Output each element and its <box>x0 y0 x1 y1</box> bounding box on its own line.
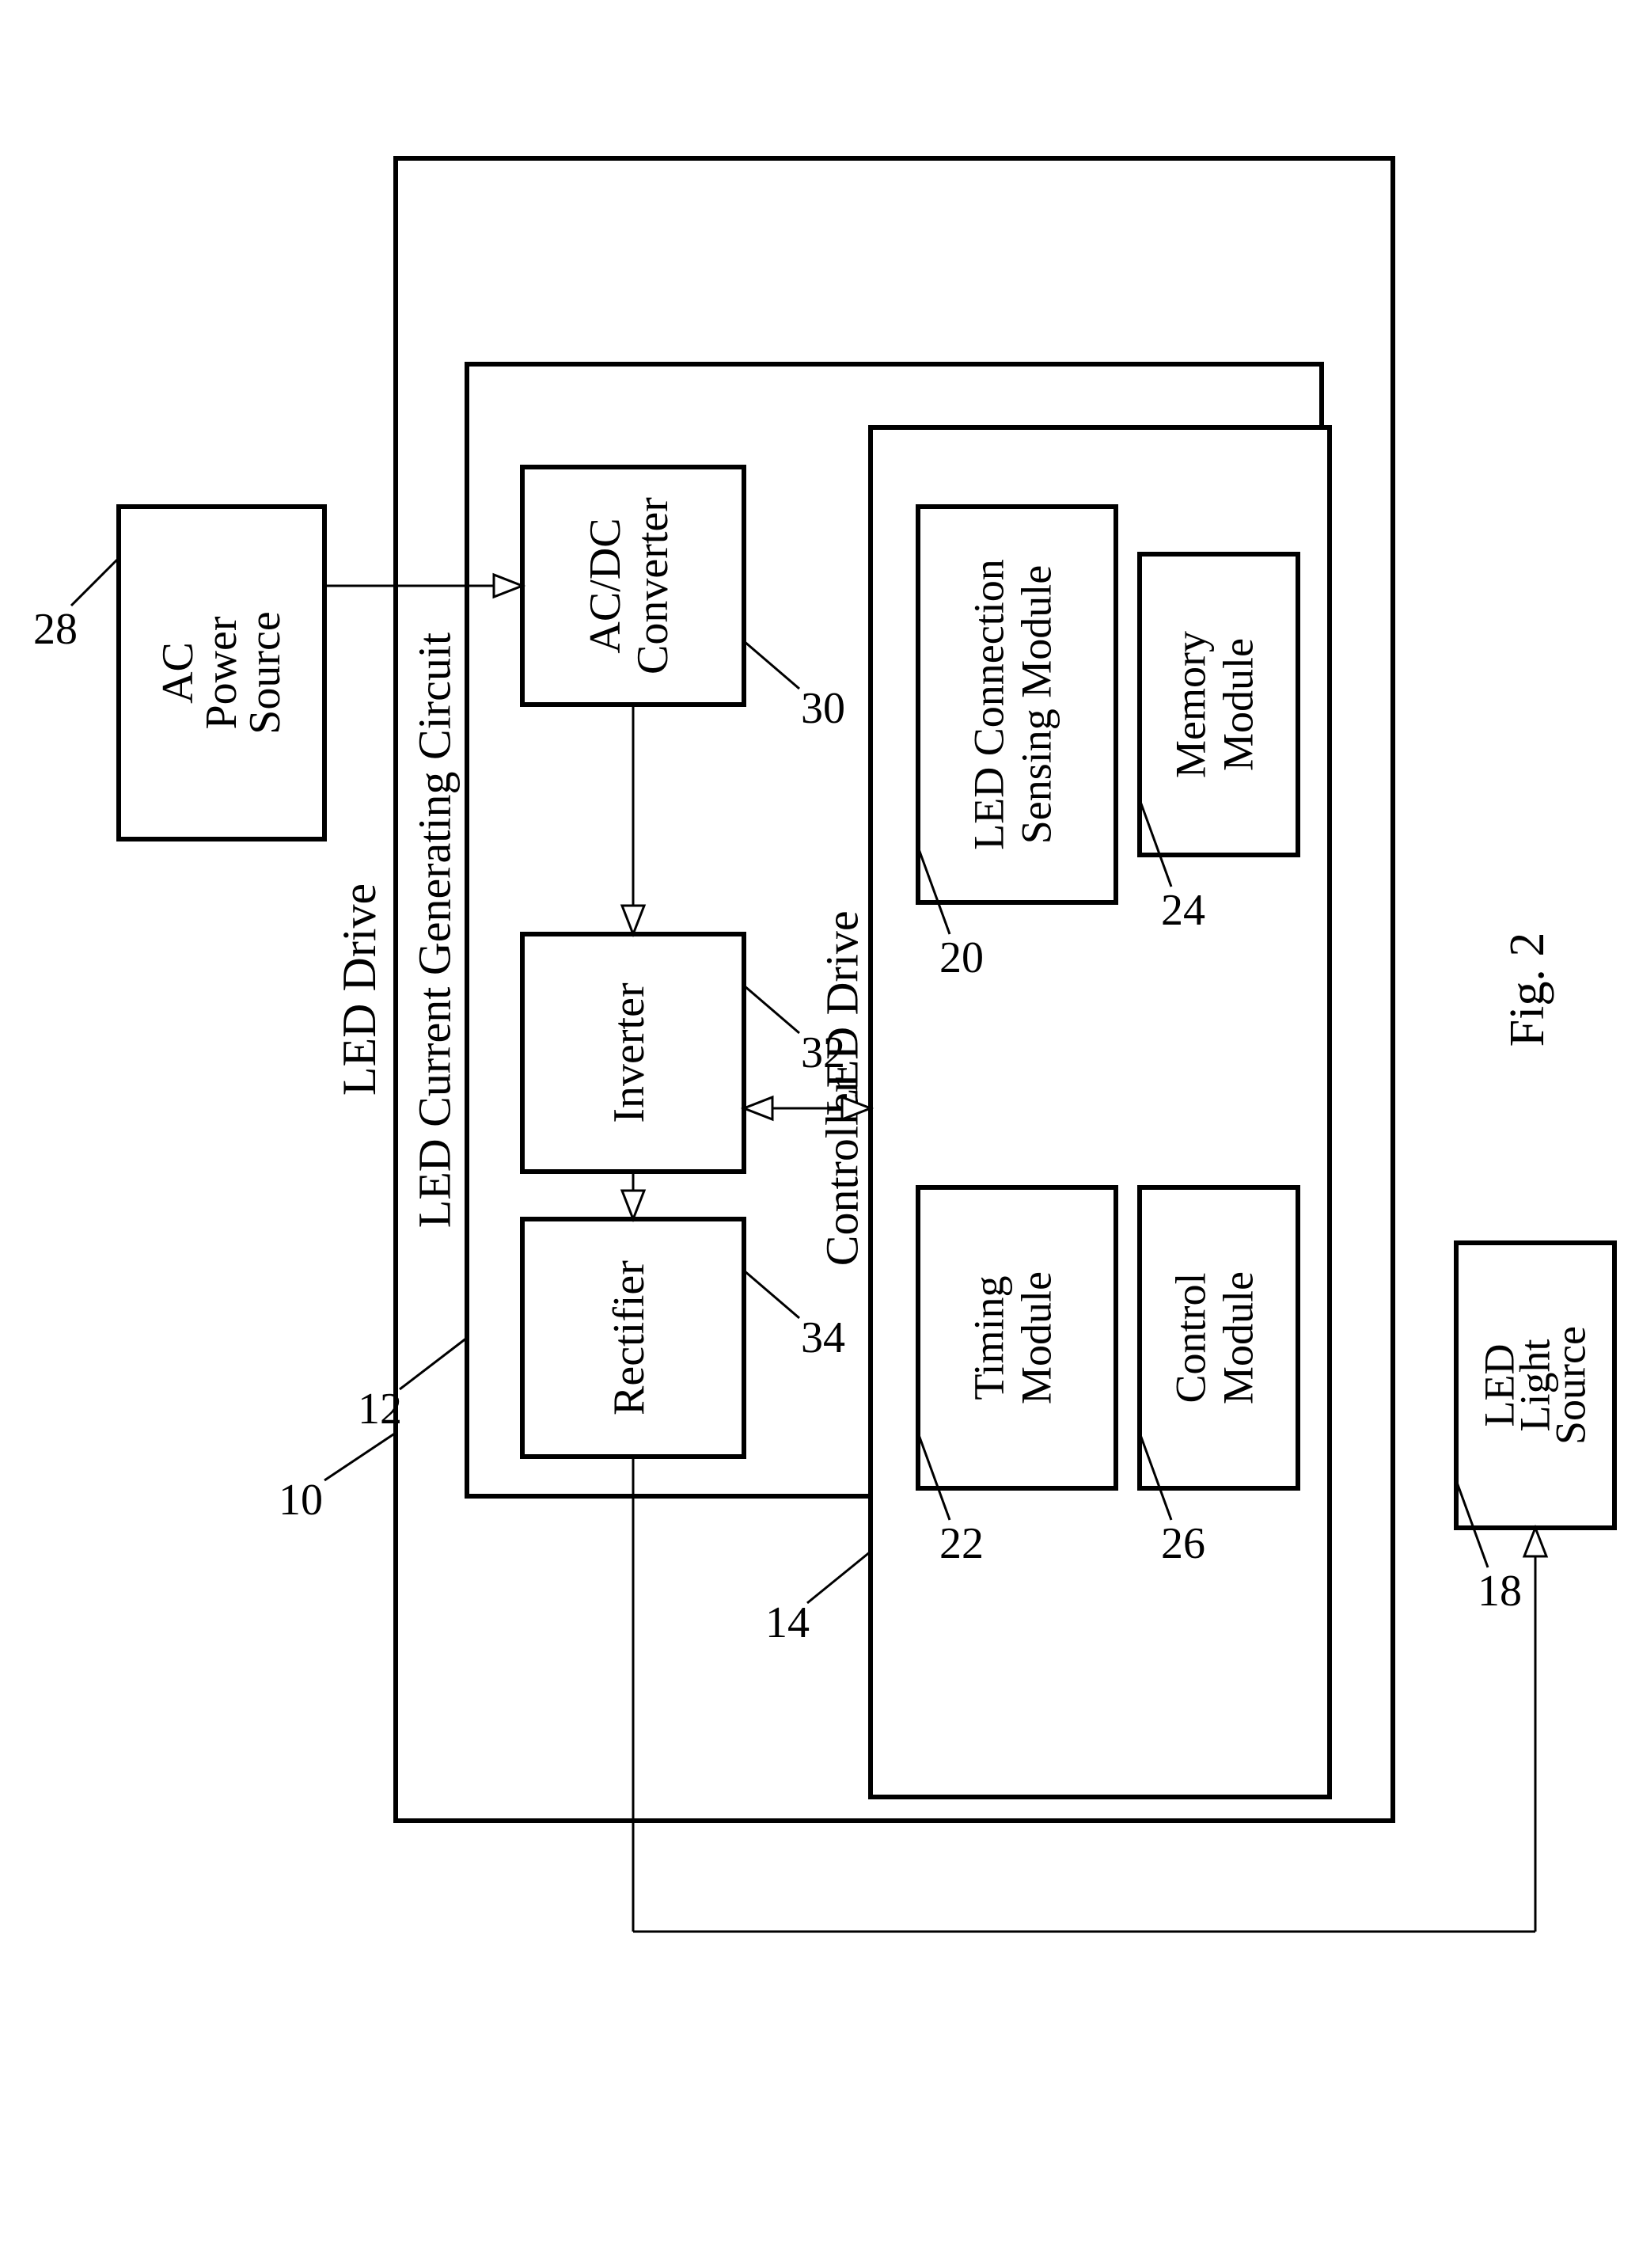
acdc-line1: AC/DC <box>581 518 630 653</box>
leader-28 <box>71 558 119 606</box>
ref-10: 10 <box>279 1476 323 1525</box>
ac-power-line2: Power <box>197 616 246 729</box>
leader-10 <box>324 1433 396 1480</box>
ac-power-line3: Source <box>241 611 290 735</box>
acdc-line2: Converter <box>628 497 677 674</box>
memory-line1: Memory <box>1167 631 1214 778</box>
control-line2: Module <box>1214 1271 1261 1404</box>
figure-caption: Fig. 2 <box>1501 933 1554 1047</box>
gen-circuit-title: LED Current Generating Circuit <box>408 633 460 1228</box>
timing-line1: Timing <box>965 1275 1012 1400</box>
inverter-line1: Inverter <box>605 982 654 1123</box>
led-light-line3: Source <box>1546 1326 1594 1445</box>
sensing-line2: Sensing Module <box>1012 565 1060 845</box>
ac-power-line1: AC <box>154 642 203 704</box>
ref-14: 14 <box>765 1598 810 1647</box>
ref-24: 24 <box>1161 886 1205 935</box>
ref-22: 22 <box>939 1519 984 1568</box>
led-drive-title: LED Drive <box>333 883 385 1096</box>
ref-30: 30 <box>801 684 845 733</box>
ref-18: 18 <box>1478 1567 1522 1616</box>
sensing-line1: LED Connection <box>965 559 1012 849</box>
ref-28: 28 <box>33 605 78 654</box>
memory-line2: Module <box>1214 638 1261 771</box>
ref-20: 20 <box>939 933 984 982</box>
ref-34: 34 <box>801 1313 845 1362</box>
ref-26: 26 <box>1161 1519 1205 1568</box>
ref-12: 12 <box>358 1385 402 1434</box>
timing-line2: Module <box>1012 1271 1060 1404</box>
rectifier-line1: Rectifier <box>605 1260 654 1415</box>
control-line1: Control <box>1167 1272 1214 1403</box>
